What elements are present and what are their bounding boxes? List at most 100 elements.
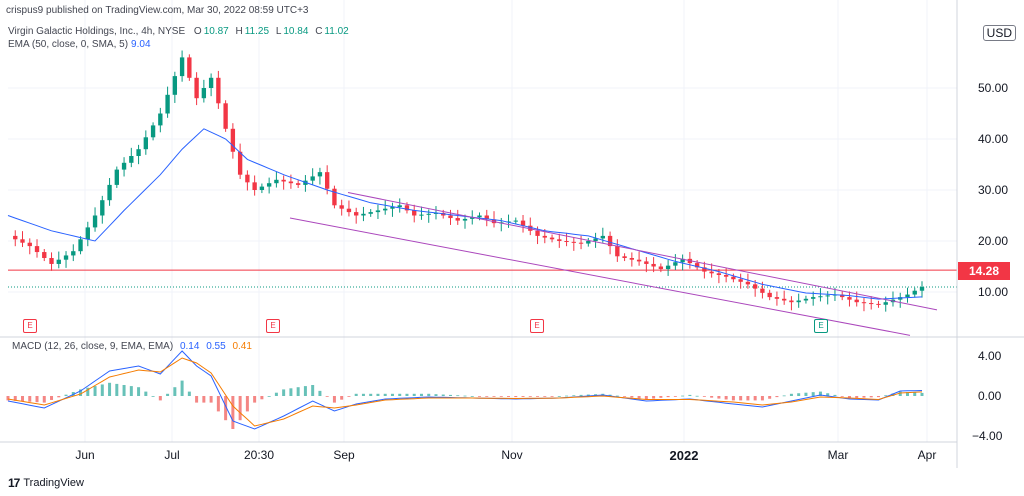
time-tick: 20:30	[243, 448, 275, 462]
candle-body	[528, 225, 533, 231]
candle-body	[781, 298, 787, 301]
candle-body	[557, 239, 562, 241]
candle-body	[615, 246, 620, 257]
macd-histogram-bar	[57, 396, 61, 398]
candle-body	[854, 299, 859, 303]
macd-histogram-bar	[340, 396, 344, 400]
candle-body	[259, 186, 265, 190]
candle-body	[332, 188, 337, 206]
macd-value-1: 0.14	[179, 341, 200, 352]
macd-histogram-bar	[913, 392, 917, 396]
macd-histogram-bar	[21, 396, 25, 402]
macd-histogram-bar	[224, 396, 228, 421]
candle-body	[694, 263, 700, 268]
macd-histogram-bar	[412, 393, 416, 396]
macd-signal-line	[7, 357, 923, 427]
candle-body	[361, 213, 366, 216]
footer-text: TradingView	[23, 477, 84, 489]
macd-value-3: 0.41	[232, 341, 252, 352]
candle-body	[883, 302, 888, 305]
macd-histogram-bar	[833, 394, 837, 396]
ema-legend-label[interactable]: EMA (50, close, 0, SMA, 5)	[8, 39, 129, 50]
footer: 17 TradingView	[8, 476, 84, 490]
macd-histogram-bar	[478, 396, 482, 397]
candle-body	[412, 210, 417, 216]
macd-histogram-bar	[557, 396, 561, 397]
candle-body	[869, 303, 874, 305]
candle-body	[564, 241, 569, 242]
candle-body	[390, 207, 395, 209]
earnings-marker-icon[interactable]: E	[530, 319, 544, 333]
candle-body	[136, 149, 141, 156]
candle-body	[716, 273, 722, 275]
earnings-marker-icon[interactable]: E	[814, 319, 828, 333]
macd-histogram-bar	[782, 395, 786, 397]
currency-badge[interactable]: USD	[982, 25, 1016, 41]
macd-histogram-bar	[231, 396, 235, 429]
candle-body	[825, 295, 830, 297]
candle-body	[100, 200, 105, 216]
candle-body	[520, 220, 526, 226]
earnings-marker-icon[interactable]: E	[266, 319, 280, 333]
open-value: 10.87	[203, 26, 229, 37]
price-level-tag[interactable]: 14.28	[958, 262, 1010, 280]
candle-body	[295, 183, 301, 185]
macd-histogram-bar	[390, 393, 394, 396]
macd-histogram-bar	[151, 396, 155, 397]
macd-histogram-bar	[855, 396, 859, 398]
macd-histogram-bar	[528, 396, 532, 397]
candle-body	[876, 303, 881, 305]
candle-body	[665, 265, 671, 270]
macd-value-2: 0.55	[206, 341, 226, 352]
macd-histogram-bar	[586, 394, 590, 396]
candle-body	[317, 172, 323, 177]
low-label: L	[275, 26, 282, 37]
candle-body	[847, 297, 852, 300]
symbol-label[interactable]: Virgin Galactic Holdings, Inc., 4h, NYSE	[8, 26, 186, 37]
earnings-marker-icon[interactable]: E	[23, 319, 37, 333]
macd-histogram-bar	[274, 392, 278, 396]
macd-histogram-bar	[724, 396, 728, 400]
low-value: 10.84	[283, 26, 309, 37]
candle-body	[27, 242, 32, 247]
macd-histogram-bar	[245, 396, 249, 412]
candle-body	[919, 286, 925, 291]
macd-histogram-bar	[158, 396, 162, 401]
macd-histogram-bar	[282, 389, 286, 396]
candle-body	[658, 266, 664, 270]
macd-legend-label[interactable]: MACD (12, 26, close, 9, EMA, EMA)	[12, 341, 174, 352]
candle-body	[237, 151, 243, 175]
macd-histogram-bar	[666, 396, 670, 398]
macd-histogram-bar	[876, 396, 880, 398]
macd-histogram-bar	[202, 396, 206, 403]
chart-grid	[8, 0, 957, 442]
candle-body	[85, 227, 90, 240]
candle-body	[245, 174, 250, 183]
macd-histogram-bar	[448, 394, 452, 396]
candle-body	[622, 256, 627, 258]
candle-body	[767, 292, 772, 298]
candle-body	[42, 252, 47, 258]
macd-histogram-bar	[122, 385, 126, 396]
candle-body	[484, 215, 489, 220]
macd-histogram-bar	[920, 392, 924, 396]
time-tick: Jul	[164, 448, 180, 462]
time-tick: 2022	[669, 448, 699, 463]
candle-body	[803, 298, 809, 301]
candle-body	[470, 217, 475, 219]
macd-histogram-bar	[180, 380, 184, 396]
candle-body	[208, 77, 214, 88]
macd-histogram-bar	[884, 395, 888, 397]
macd-histogram-bar	[318, 390, 322, 396]
macd-histogram-bar	[485, 396, 489, 397]
macd-histogram-bar	[739, 396, 743, 401]
candle-body	[34, 246, 40, 253]
macd-histogram-bar	[144, 391, 148, 396]
candle-body	[114, 169, 119, 185]
candle-body	[462, 218, 468, 221]
candle-body	[513, 220, 518, 222]
candle-body	[419, 214, 424, 216]
time-tick: Apr	[917, 448, 937, 462]
main-legend: Virgin Galactic Holdings, Inc., 4h, NYSE…	[8, 25, 349, 51]
